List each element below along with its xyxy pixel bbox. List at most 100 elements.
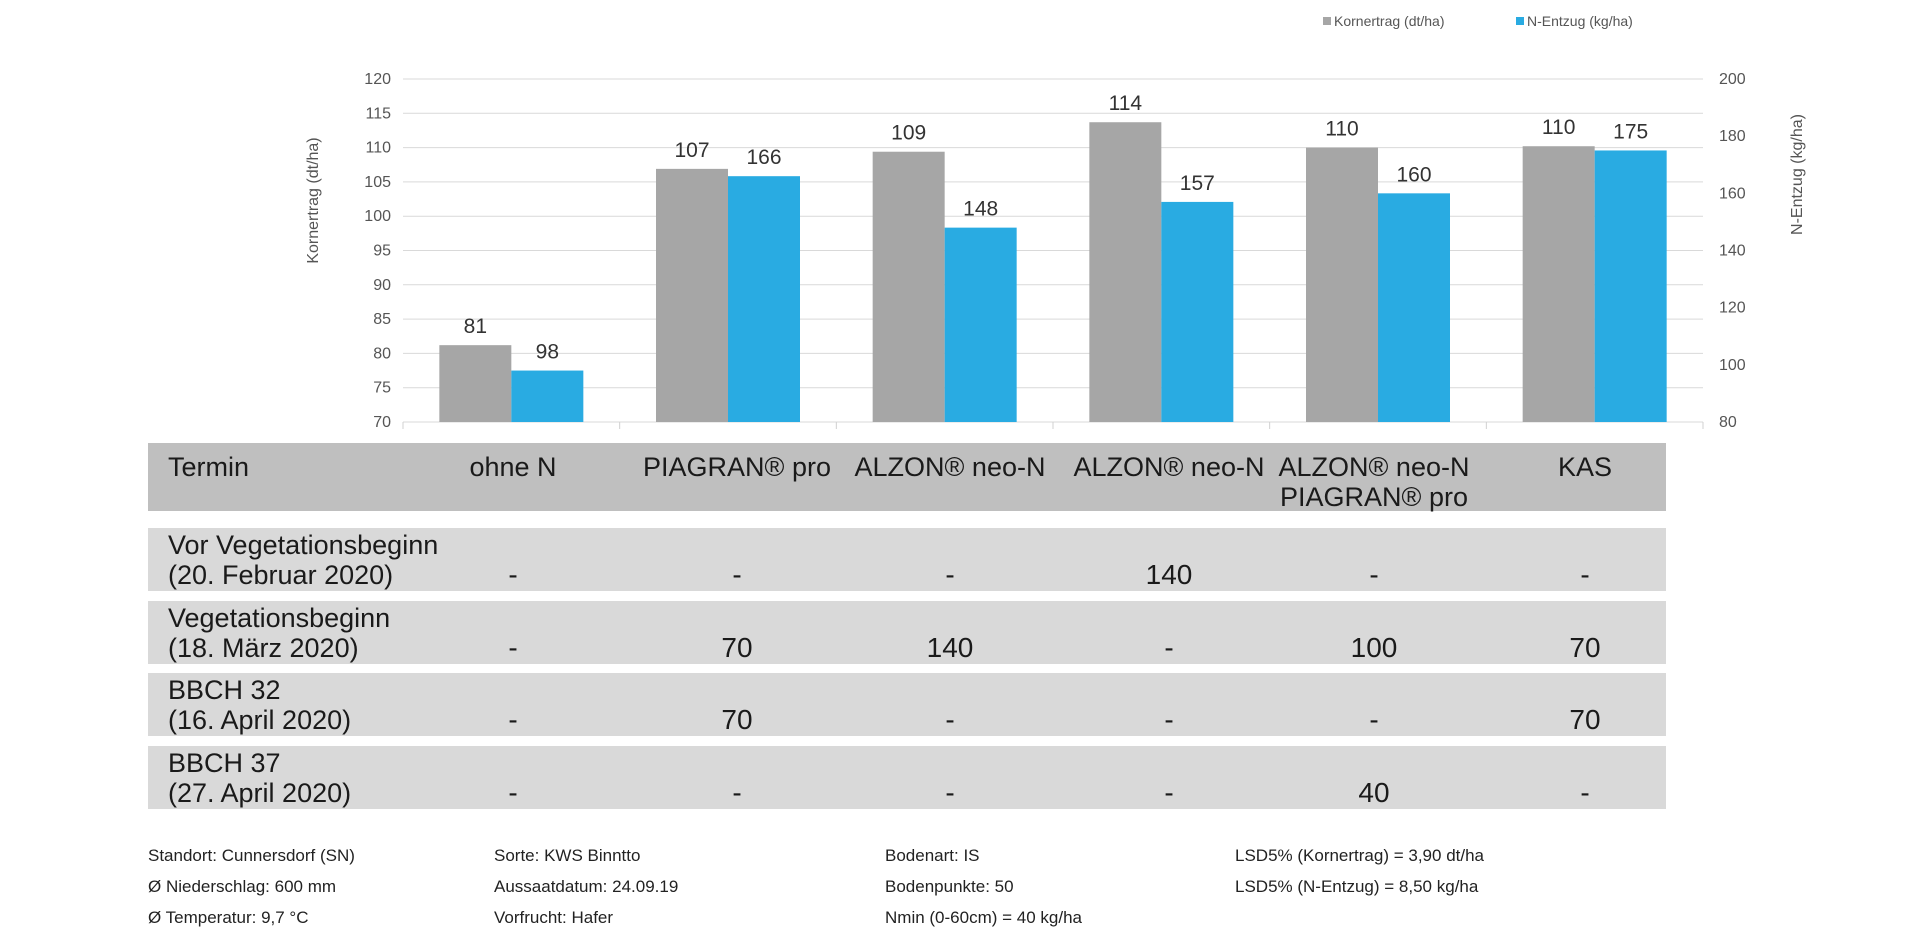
column-header: ALZON® neo-N [845,452,1055,482]
bar-n-entzug [944,227,1017,422]
data-label: 107 [674,139,709,162]
column-header-line: ALZON® neo-N [1278,452,1470,482]
data-label: 114 [1109,92,1143,115]
table-cell: - [1580,559,1590,590]
table-cell: - [732,559,742,590]
table-cell: 40 [1358,777,1390,808]
footer-col-lsd: LSD5% (Kornertrag) = 3,90 dt/ha LSD5% (N… [1235,840,1484,902]
row-label: Vor Vegetationsbeginn [168,530,439,560]
legend-label: Kornertrag (dt/ha) [1334,13,1445,29]
y-axis-title: Kornertrag (dt/ha) [305,137,322,263]
row-date: (18. März 2020) [168,633,359,663]
table-row: BBCH 37 (27. April 2020) - - - - 40 - [148,746,1666,809]
legend-swatch [1323,17,1331,25]
trial-info: Standort: Cunnersdorf (SN) Ø Niederschla… [0,840,1920,950]
table-cell: - [508,632,518,663]
table-cell: - [1369,704,1379,735]
table-header-row: Termin ohne N PIAGRAN® pro ALZON® neo-N ALZO… [148,443,1666,512]
column-header-line: PIAGRAN® pro [643,452,831,482]
column-header-line: ALZON® neo-N [1073,452,1265,482]
table-cell: 70 [1569,632,1601,663]
footer-line: Nmin (0-60cm) = 40 kg/ha [885,908,1082,927]
header-label: Termin [168,452,250,482]
table-cell: - [732,777,742,808]
table-cell: 140 [1145,559,1193,590]
column-header: ohne N [413,452,613,482]
bar-kornertrag [872,151,945,422]
footer-line: Ø Niederschlag: 600 mm [148,877,337,896]
footer-line: Aussaatdatum: 24.09.19 [494,877,679,896]
y-tick-label: 85 [373,311,391,328]
y-tick-label: 100 [364,208,391,225]
y-tick-label: 110 [365,140,391,157]
table-cell: - [508,559,518,590]
table-cell: - [508,704,518,735]
row-date: (20. Februar 2020) [168,560,394,590]
bars [439,122,1667,423]
footer-col-variety: Sorte: KWS Binntto Aussaatdatum: 24.09.1… [494,840,678,933]
y2-tick-label: 140 [1719,243,1746,260]
bar-kornertrag [1306,147,1378,422]
legend: Kornertrag (dt/ha) N-Entzug (kg/ha) [1323,13,1633,29]
column-header: PIAGRAN® pro [632,452,842,482]
table-row: Vor Vegetationsbeginn (20. Februar 2020) -… [148,528,1666,591]
bar-n-entzug [511,370,584,422]
table-cell: 140 [926,632,974,663]
data-label: 166 [746,146,781,169]
table-cell: 70 [1569,704,1601,735]
y-tick-label: 75 [373,380,391,397]
table-cell: 100 [1350,632,1398,663]
data-label: 157 [1180,172,1215,195]
gridlines [402,78,1704,429]
axes: 70 75 80 85 90 95 100 105 110 115 120 80 100 120 140 16… [305,71,1806,431]
row-date: (16. April 2020) [168,705,352,735]
bar-kornertrag [1089,122,1162,422]
footer-line: Standort: Cunnersdorf (SN) [148,846,355,865]
column-header: ALZON® neo-N [1064,452,1274,482]
footer-line: Ø Temperatur: 9,7 °C [148,908,309,927]
footer-line: Bodenart: IS [885,846,980,865]
data-label: 110 [1325,118,1358,141]
data-label: 175 [1613,120,1648,143]
bar-n-entzug [1161,201,1234,422]
footer-line: Bodenpunkte: 50 [885,877,1014,896]
bar-kornertrag [439,345,512,422]
footer-col-soil: Bodenart: IS Bodenpunkte: 50 Nmin (0-60c… [885,840,1082,933]
data-label: 160 [1396,163,1431,186]
table-cell: - [1580,777,1590,808]
y2-tick-label: 80 [1719,414,1737,431]
table-cell: 70 [721,632,753,663]
y-tick-label: 115 [365,105,391,122]
table-cell: - [1164,632,1174,663]
footer-line: Vorfrucht: Hafer [494,908,614,927]
data-label: 109 [891,122,926,145]
column-header: KAS [1495,452,1675,482]
column-header-line: KAS [1557,452,1613,482]
table-cell: - [1164,704,1174,735]
bar-chart: 81 98 107 166 109 148 114 157 110 160 110 175 70 75 8… [305,13,1806,431]
bar-labels: 81 98 107 166 109 148 114 157 110 160 110 175 [464,92,1649,363]
y2-tick-label: 160 [1719,185,1746,202]
footer-line: LSD5% (N-Entzug) = 8,50 kg/ha [1235,877,1479,896]
y-tick-label: 120 [364,71,391,88]
bar-n-entzug [728,176,800,422]
y-tick-label: 80 [373,345,391,362]
table-cell: - [508,777,518,808]
bar-kornertrag [1522,146,1595,422]
footer-col-site: Standort: Cunnersdorf (SN) Ø Niederschla… [148,840,355,933]
column-header-line: PIAGRAN® pro [1280,482,1468,512]
data-label: 81 [464,315,487,338]
y2-tick-label: 200 [1719,71,1746,88]
row-date: (27. April 2020) [168,778,352,808]
y-tick-label: 90 [373,277,391,294]
y2-tick-label: 180 [1719,128,1746,145]
legend-label: N-Entzug (kg/ha) [1527,13,1633,29]
column-header: ALZON® neo-N PIAGRAN® pro [1259,452,1489,512]
column-header-line: ohne N [469,452,557,482]
data-label: 98 [536,341,559,364]
y-tick-label: 105 [364,174,391,191]
row-label: BBCH 37 [168,748,281,778]
column-header-line: ALZON® neo-N [854,452,1046,482]
table-cell: 70 [721,704,753,735]
table-row: BBCH 32 (16. April 2020) - 70 - - - 70 [148,673,1666,736]
